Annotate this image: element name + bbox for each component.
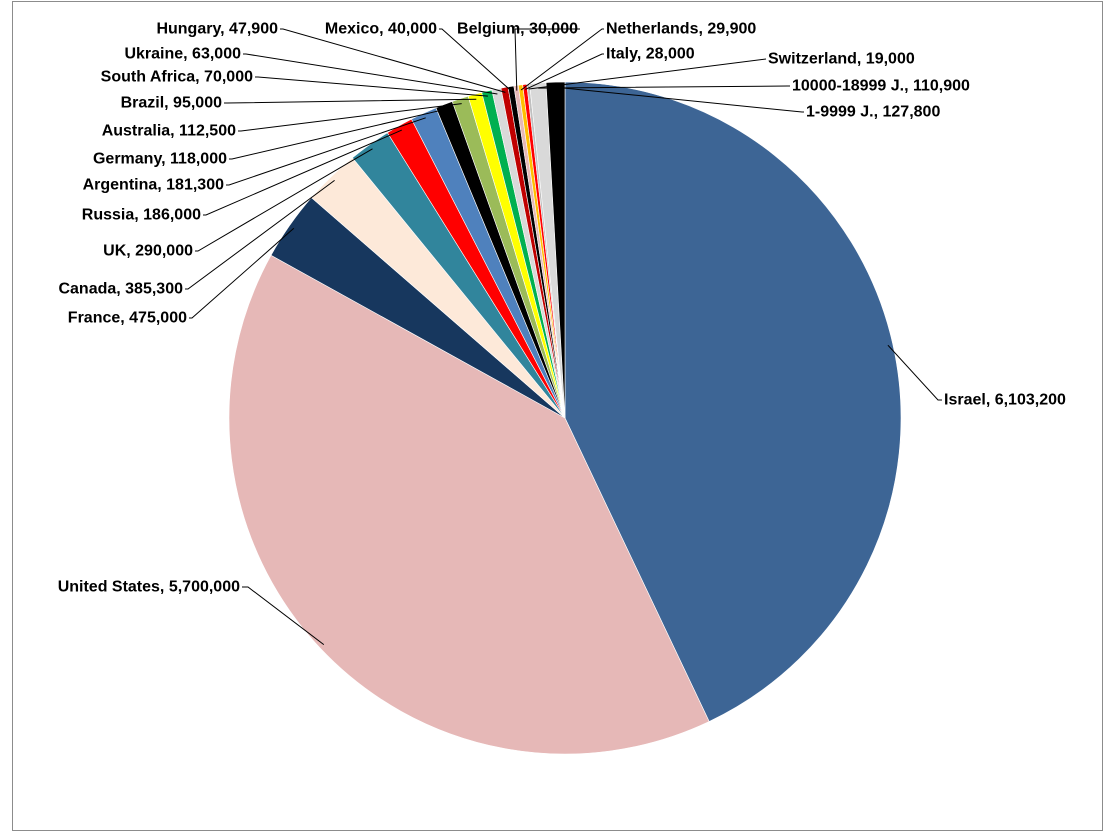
data-label-hungary: Hungary, 47,900 bbox=[156, 21, 278, 38]
leader-line-australia bbox=[238, 103, 462, 132]
pie-slice-israel bbox=[564, 81, 902, 722]
leader-line-argentina bbox=[226, 117, 426, 186]
leader-line-germany bbox=[229, 108, 447, 160]
leader-lines bbox=[185, 28, 942, 645]
data-label-france: France, 475,000 bbox=[68, 310, 187, 327]
data-label-netherlands: Netherlands, 29,900 bbox=[606, 21, 756, 38]
pie-slices bbox=[228, 81, 902, 755]
leader-line-belgium bbox=[514, 28, 580, 91]
data-label-united-states: United States, 5,700,000 bbox=[58, 579, 240, 596]
data-label-10000-18999-j: 10000-18999 J., 110,900 bbox=[792, 78, 970, 95]
pie-slice-1-9999-j bbox=[545, 81, 566, 419]
leader-line-hungary bbox=[280, 28, 506, 93]
data-label-switzerland: Switzerland, 19,000 bbox=[768, 51, 915, 68]
data-labels: Israel, 6,103,200 United States, 5,700,00… bbox=[58, 21, 1066, 596]
leader-line-russia bbox=[203, 129, 402, 216]
leader-line-united-states bbox=[242, 586, 325, 645]
leader-line-france bbox=[189, 227, 295, 319]
leader-line-switzerland bbox=[528, 58, 767, 90]
leader-line-ukraine bbox=[243, 53, 498, 95]
data-label-south-africa: South Africa, 70,000 bbox=[101, 69, 253, 86]
data-label-belgium: Belgium, 30,000 bbox=[457, 21, 578, 38]
pie-slice-united-states bbox=[228, 254, 710, 755]
data-label-russia: Russia, 186,000 bbox=[82, 207, 201, 224]
leader-line-1-9999-j bbox=[555, 86, 804, 113]
leader-line-netherlands bbox=[520, 28, 604, 91]
leader-line-mexico bbox=[439, 28, 513, 92]
data-label-1-9999-j: 1-9999 J., 127,800 bbox=[806, 104, 940, 121]
leader-line-brazil bbox=[224, 98, 477, 104]
leader-line-israel bbox=[887, 344, 942, 401]
data-label-canada: Canada, 385,300 bbox=[58, 281, 183, 298]
data-label-italy: Italy, 28,000 bbox=[606, 46, 695, 63]
leader-line-canada bbox=[185, 179, 335, 290]
data-label-ukraine: Ukraine, 63,000 bbox=[124, 46, 241, 63]
data-label-germany: Germany, 118,000 bbox=[93, 151, 227, 168]
data-label-mexico: Mexico, 40,000 bbox=[325, 21, 437, 38]
leader-line-uk bbox=[195, 148, 373, 252]
leader-line-10000-18999-j bbox=[538, 85, 790, 89]
data-label-argentina: Argentina, 181,300 bbox=[83, 177, 225, 194]
data-label-brazil: Brazil, 95,000 bbox=[121, 95, 223, 112]
data-label-australia: Australia, 112,500 bbox=[102, 123, 236, 140]
leader-line-south-africa bbox=[255, 76, 488, 97]
data-label-israel: Israel, 6,103,200 bbox=[944, 392, 1066, 409]
data-label-uk: UK, 290,000 bbox=[103, 243, 193, 260]
leader-line-italy bbox=[525, 53, 604, 90]
